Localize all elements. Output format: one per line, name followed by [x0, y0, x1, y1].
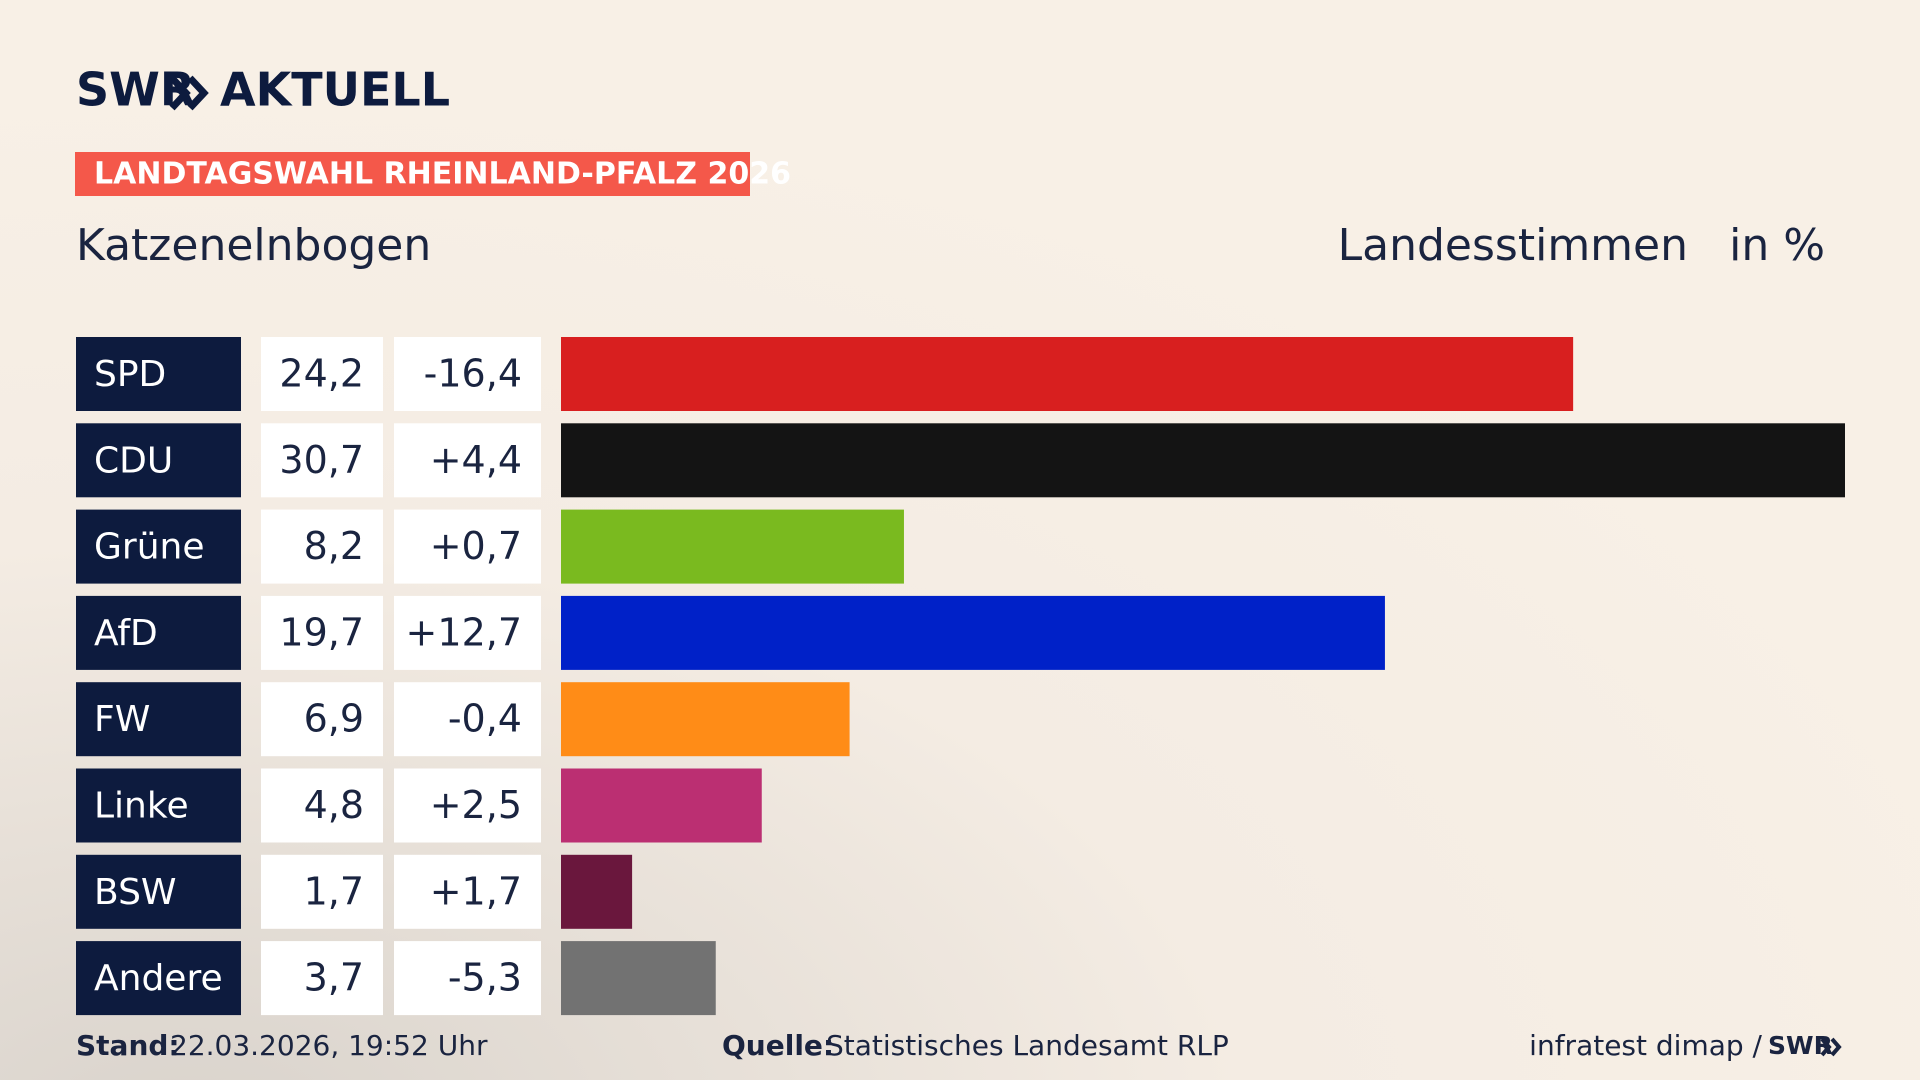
badge — [75, 152, 750, 196]
bar — [561, 941, 716, 1016]
value-cell — [261, 768, 383, 843]
value-cell — [261, 337, 383, 411]
party-label: FW — [94, 699, 150, 740]
party-label: AfD — [94, 613, 158, 654]
logo-chevron — [187, 75, 209, 111]
change-label: -0,4 — [448, 697, 522, 741]
value-label: 4,8 — [304, 783, 364, 827]
change-label: +2,5 — [430, 783, 522, 827]
credit-chevron — [1830, 1037, 1842, 1057]
value-cell — [261, 509, 383, 584]
source: Statistisches Landesamt RLP — [826, 1029, 1229, 1062]
footer: Stand: 22.03.2026, 19:52 Uhr Quelle: Sta… — [76, 1029, 1842, 1062]
party-cell — [76, 941, 241, 1016]
value-label: 1,7 — [304, 869, 364, 913]
party-label: Grüne — [94, 527, 204, 568]
change-cell — [394, 682, 541, 757]
party-cell — [76, 423, 241, 498]
party-label: BSW — [94, 872, 177, 913]
badge-text: LANDTAGSWAHL RHEINLAND-PFALZ 2026 — [94, 157, 791, 192]
bar — [561, 682, 850, 757]
change-cell — [394, 941, 541, 1016]
chart-subtitle: Landesstimmen — [1338, 220, 1688, 271]
bar — [561, 595, 1385, 670]
bar — [561, 768, 762, 843]
logo-name: AKTUELL — [220, 63, 450, 117]
source-label: Quelle: — [722, 1029, 834, 1062]
party-label: SPD — [94, 354, 166, 395]
value-label: 24,2 — [279, 352, 364, 396]
stand: 22.03.2026, 19:52 Uhr — [170, 1029, 488, 1062]
party-cell — [76, 595, 241, 670]
change-cell — [394, 595, 541, 670]
party-label: Andere — [94, 958, 223, 999]
value-label: 3,7 — [304, 956, 364, 1000]
change-label: -5,3 — [448, 956, 522, 1000]
change-label: -16,4 — [424, 352, 522, 396]
logo-brand: SWR — [76, 63, 195, 117]
logo-chevron — [169, 75, 191, 111]
party-cell — [76, 854, 241, 929]
value-label: 6,9 — [304, 697, 364, 741]
value-cell — [261, 941, 383, 1016]
bar — [561, 337, 1574, 411]
value-cell — [261, 682, 383, 757]
unit-label: in % — [1729, 220, 1825, 271]
value-cell — [261, 595, 383, 670]
party-cell — [76, 509, 241, 584]
credit: infratest dimap / — [1529, 1029, 1762, 1062]
party-cell — [76, 682, 241, 757]
credit-chevron — [1820, 1037, 1832, 1057]
party-label: CDU — [94, 440, 173, 481]
party-label: Linke — [94, 786, 189, 827]
chart-title: Katzenelnbogen — [76, 220, 431, 271]
bar — [561, 509, 904, 584]
rows: SPD 24,2 -16,4 CDU 30,7 +4,4 Grüne 8,2 +0,7 AfD 19… — [76, 337, 1845, 1016]
change-cell — [394, 509, 541, 584]
change-label: +1,7 — [430, 869, 522, 913]
change-cell — [394, 854, 541, 929]
bar — [561, 423, 1845, 498]
value-label: 30,7 — [279, 438, 364, 482]
change-label: +12,7 — [406, 610, 522, 654]
bar — [561, 854, 633, 929]
change-cell — [394, 337, 541, 411]
change-cell — [394, 423, 541, 498]
party-cell — [76, 768, 241, 843]
stand-label: Stand: — [76, 1029, 180, 1062]
logo: SWR AKTUELL — [76, 63, 450, 117]
value-cell — [261, 854, 383, 929]
change-label: +4,4 — [430, 438, 522, 482]
value-label: 8,2 — [304, 524, 364, 568]
change-label: +0,7 — [430, 524, 522, 568]
credit-brand: SWR — [1768, 1031, 1833, 1060]
value-label: 19,7 — [279, 610, 364, 654]
value-cell — [261, 423, 383, 498]
party-cell — [76, 337, 241, 411]
change-cell — [394, 768, 541, 843]
